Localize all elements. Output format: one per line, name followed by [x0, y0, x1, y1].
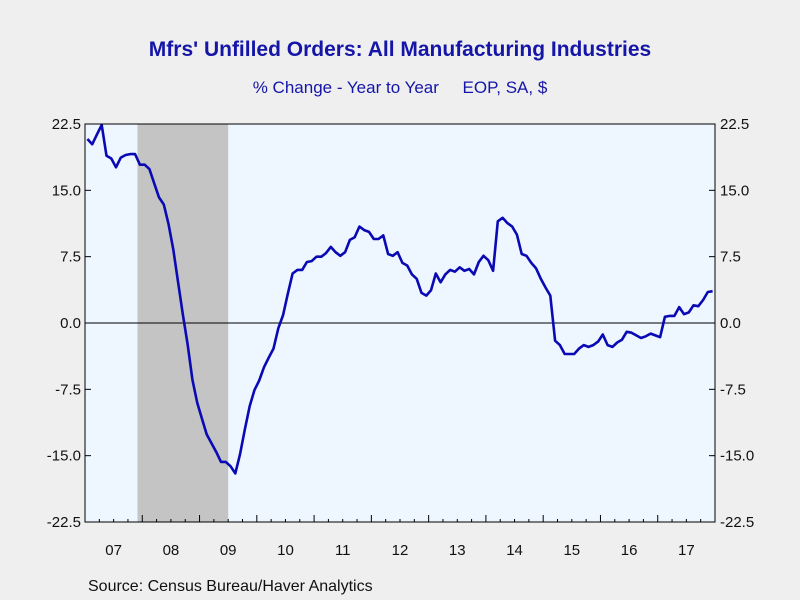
plot-frame [84, 123, 716, 523]
x-tick-label: 12 [392, 542, 409, 559]
series-line-unfilled-orders [86, 123, 713, 475]
x-tick-label: 11 [335, 542, 351, 559]
y-tick-label-right: -15.0 [720, 448, 754, 465]
x-tick-label: 17 [678, 542, 695, 559]
y-tick-label-left: 22.5 [52, 116, 81, 133]
y-tick-label-left: 7.5 [60, 249, 81, 266]
y-tick-label-left: -15.0 [47, 448, 81, 465]
y-tick-label-left: -7.5 [55, 381, 81, 398]
y-tick-label-right: -22.5 [720, 514, 754, 531]
y-tick-label-left: 15.0 [52, 182, 81, 199]
source-note: Source: Census Bureau/Haver Analytics [88, 578, 373, 595]
x-tick-label: 16 [621, 542, 638, 559]
x-tick-label: 15 [563, 542, 580, 559]
y-tick-label-left: 0.0 [60, 315, 81, 332]
axis-label-layer: 22.5 22.5 15.0 15.0 7.5 7.5 0.0 0.0 -7.5 -7.5 -15.… [47, 116, 754, 559]
y-tick-label-right: 0.0 [720, 315, 741, 332]
chart-title: Mfrs' Unfilled Orders: All Manufacturing… [148, 38, 652, 61]
x-tick-label: 09 [220, 542, 237, 559]
x-tick-label: 10 [277, 542, 294, 559]
x-tick-label: 07 [105, 542, 122, 559]
x-tick-label: 08 [163, 542, 180, 559]
x-tick-label: 13 [449, 542, 466, 559]
y-tick-label-right: 22.5 [720, 116, 749, 133]
y-tick-label-right: 15.0 [720, 182, 749, 199]
y-tick-label-left: -22.5 [47, 514, 81, 531]
y-tick-label-right: 7.5 [720, 249, 741, 266]
y-tick-label-right: -7.5 [720, 381, 746, 398]
chart-subtitle: % Change - Year to Year EOP, SA, $ [252, 78, 548, 97]
x-tick-label: 14 [506, 542, 523, 559]
